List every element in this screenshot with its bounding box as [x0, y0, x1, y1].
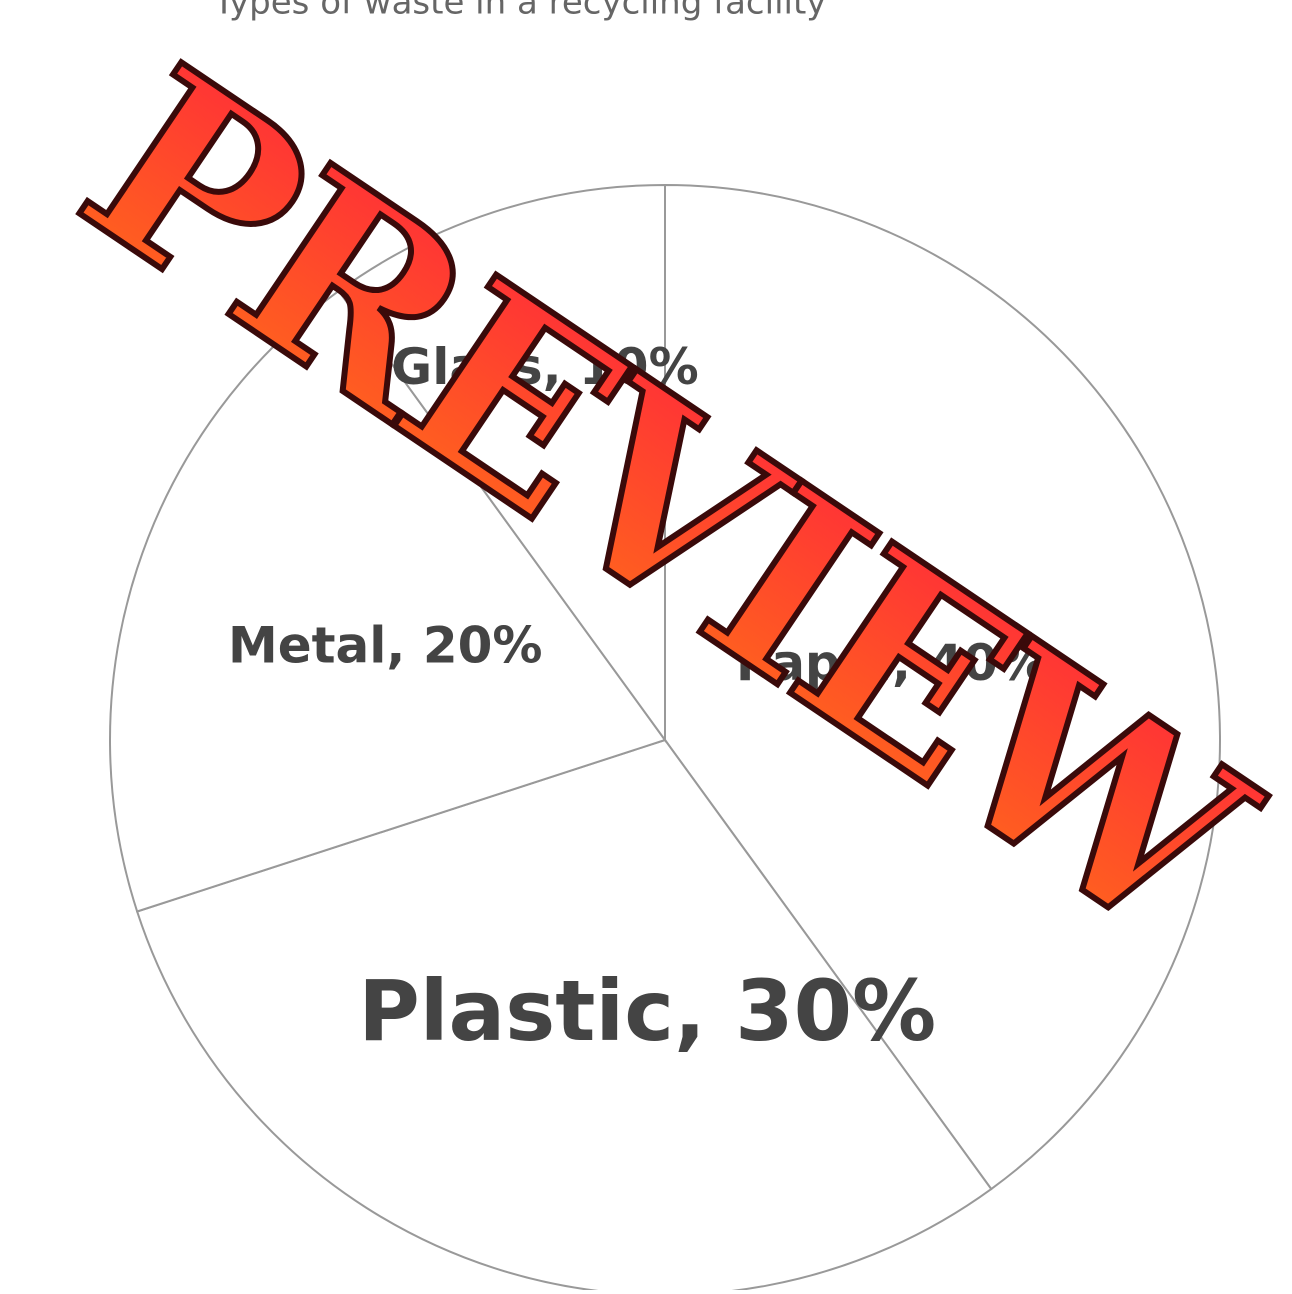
pie-slice	[135, 738, 993, 1294]
pie-slice	[109, 289, 667, 913]
slice-label: Paper, 40%	[736, 634, 1048, 692]
chart-title: Types of waste in a recycling facility	[213, 0, 827, 23]
slice-label: Metal, 20%	[228, 617, 543, 675]
slice-label: Glass, 10%	[391, 338, 699, 396]
pie-slice	[664, 183, 1221, 1191]
pie-slice	[337, 183, 666, 744]
slice-label: Plastic, 30%	[358, 962, 936, 1060]
